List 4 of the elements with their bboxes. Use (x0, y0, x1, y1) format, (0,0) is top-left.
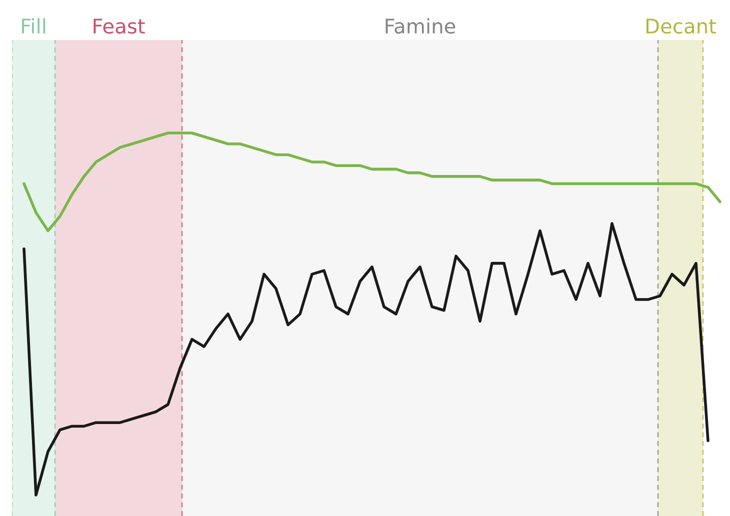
text: Fill (22, 18, 46, 34)
text: Feast (94, 18, 145, 34)
text: Decant (646, 18, 716, 34)
text: Famine (386, 18, 456, 34)
